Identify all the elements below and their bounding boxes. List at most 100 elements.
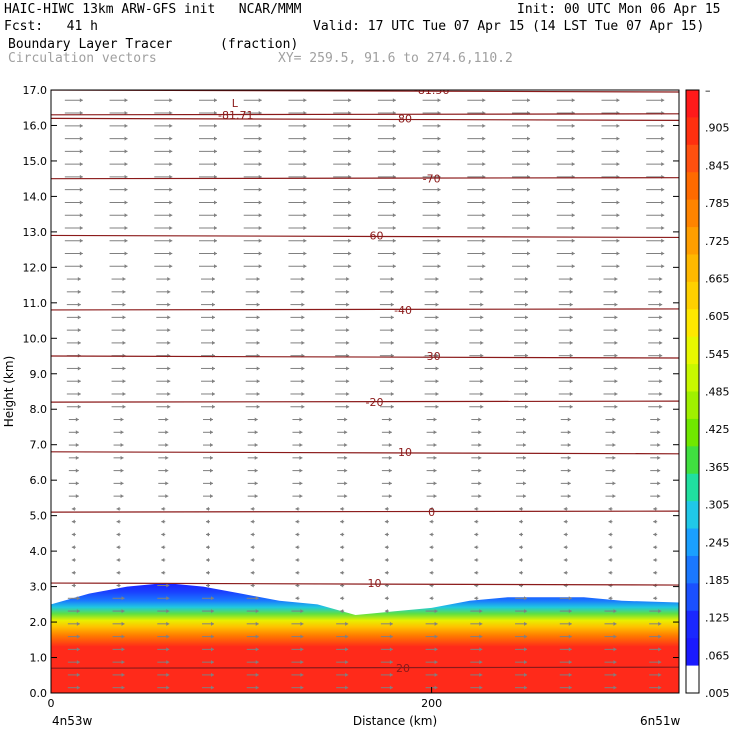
circulation-vector (68, 468, 79, 473)
vector-head (479, 660, 483, 665)
circulation-vector (202, 685, 214, 690)
vector-head (122, 315, 126, 320)
circulation-vector (467, 98, 486, 103)
circulation-vector (646, 149, 665, 154)
circulation-vector (467, 251, 486, 256)
circulation-vector (109, 225, 128, 230)
vector-head (657, 494, 661, 499)
circulation-vector (109, 123, 128, 128)
vector-head (389, 660, 393, 665)
circulation-vector (290, 340, 305, 345)
circulation-vector (66, 302, 81, 307)
vector-head (300, 685, 304, 690)
vector-head (79, 213, 83, 218)
circulation-vector (515, 609, 528, 614)
circulation-vector (422, 213, 441, 218)
circulation-vector (295, 519, 300, 524)
vector-head (482, 149, 486, 154)
contour-label: -30 (423, 350, 441, 363)
circulation-vector (384, 557, 389, 562)
vector-head (523, 481, 527, 486)
circulation-vector (154, 251, 173, 256)
vector-head (348, 225, 352, 230)
vector-head (211, 634, 214, 639)
circulation-vector (425, 647, 438, 652)
circulation-vector (71, 583, 76, 588)
circulation-vector (203, 494, 213, 499)
circulation-vector (250, 532, 255, 537)
circulation-vector (290, 328, 305, 333)
circulation-vector (649, 609, 662, 614)
circulation-vector (474, 545, 479, 550)
vector-head (256, 289, 260, 294)
circulation-vector (429, 506, 434, 511)
circulation-vector (648, 289, 663, 294)
circulation-vector (64, 111, 83, 116)
circulation-vector (340, 557, 345, 562)
circulation-vector (601, 149, 620, 154)
colorbar-label: .785 (705, 197, 730, 210)
y-tick-label: 14.0 (23, 190, 48, 203)
vector-head (614, 340, 618, 345)
circulation-vector (68, 430, 79, 435)
vector-head (258, 251, 262, 256)
circulation-vector (154, 98, 173, 103)
vector-head (527, 123, 531, 128)
circulation-vector (154, 187, 173, 192)
vector-head (392, 264, 396, 269)
vector-head (390, 289, 394, 294)
circulation-vector (563, 519, 568, 524)
circulation-vector (246, 647, 259, 652)
vector-head (299, 468, 303, 473)
vector-head (657, 443, 661, 448)
circulation-vector (470, 621, 483, 626)
circulation-vector (470, 647, 483, 652)
vector-head (255, 672, 259, 677)
model-title: HAIC-HIWC 13km ARW-GFS init NCAR/MMM (4, 2, 302, 17)
circulation-vector (646, 200, 665, 205)
circulation-vector (474, 506, 479, 511)
vector-head (612, 443, 616, 448)
vector-head (161, 545, 165, 550)
circulation-vector (650, 494, 661, 499)
vector-head (340, 596, 344, 601)
vector-head (568, 621, 572, 626)
vector-head (616, 98, 620, 103)
circulation-vector (335, 277, 350, 282)
vector-head (388, 481, 392, 486)
vector-head (608, 583, 612, 588)
circulation-vector (515, 596, 528, 601)
vector-head (478, 494, 482, 499)
circulation-vector (516, 494, 527, 499)
vector-head (384, 545, 388, 550)
x-tick-label: 0 (48, 697, 55, 710)
circulation-vector (515, 660, 528, 665)
circulation-vector (422, 200, 441, 205)
circulation-vector (605, 455, 616, 460)
circulation-vector (559, 596, 572, 601)
circulation-vector (66, 391, 81, 396)
vector-head (482, 200, 486, 205)
circulation-vector (246, 660, 259, 665)
vector-head (608, 532, 612, 537)
vector-head (120, 443, 124, 448)
circulation-vector (290, 289, 305, 294)
vector-head (77, 302, 81, 307)
circulation-vector (648, 277, 663, 282)
temperature-contour (51, 117, 679, 121)
circulation-vector (250, 570, 255, 575)
vector-head (258, 213, 262, 218)
circulation-vector (608, 596, 613, 601)
vector-head (614, 379, 618, 384)
circulation-vector (71, 557, 76, 562)
vector-head (258, 200, 262, 205)
vector-head (121, 609, 125, 614)
vector-head (120, 481, 124, 486)
circulation-vector (519, 506, 524, 511)
vector-head (210, 455, 213, 460)
circulation-vector (426, 494, 437, 499)
temperature-contour (51, 400, 679, 403)
circulation-vector (111, 340, 126, 345)
circulation-vector (380, 634, 393, 639)
vector-head (303, 213, 307, 218)
